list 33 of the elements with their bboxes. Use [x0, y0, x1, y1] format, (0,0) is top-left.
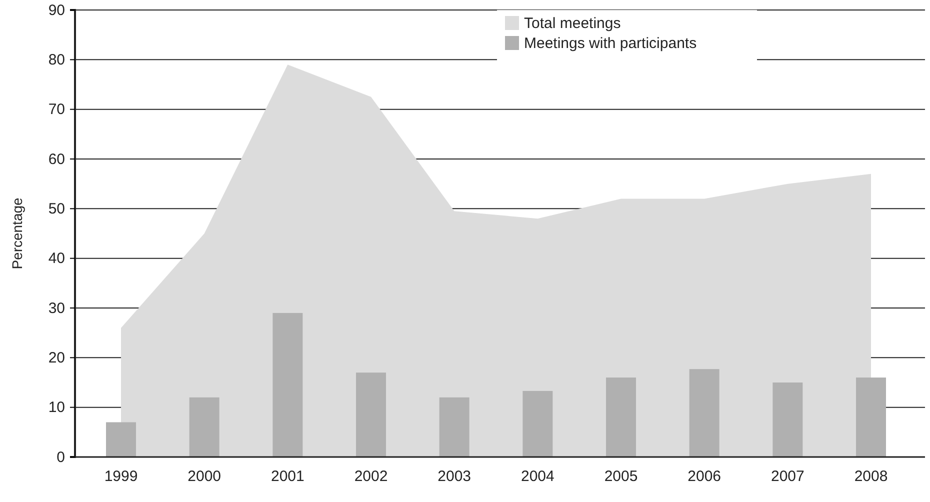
x-tick-label: 2002	[354, 468, 388, 485]
x-tick-label: 2005	[604, 468, 638, 485]
bar	[856, 378, 886, 457]
y-tick-label: 40	[48, 250, 65, 268]
legend-label: Meetings with participants	[524, 35, 697, 52]
x-tick-label: 2003	[438, 468, 472, 485]
y-tick-label: 20	[48, 349, 65, 366]
y-axis-title: Percentage	[9, 197, 25, 270]
bar	[272, 312, 303, 457]
bar	[189, 397, 220, 457]
x-tick-label: 2001	[270, 468, 304, 485]
y-tick-label: 90	[48, 2, 65, 19]
y-tick-label: 80	[48, 51, 65, 68]
bar	[439, 397, 470, 457]
y-tick-label: 60	[48, 150, 65, 168]
x-tick-label: 2006	[688, 468, 722, 485]
bar	[356, 372, 386, 457]
y-tick-label: 0	[56, 448, 65, 466]
y-tick-label: 50	[48, 200, 65, 218]
y-tick-label: 10	[48, 399, 65, 416]
legend-label: Total meetings	[524, 15, 621, 32]
y-tick-label: 30	[48, 300, 65, 317]
x-tick-label: 2008	[854, 468, 888, 485]
x-tick-label: 1999	[104, 468, 138, 485]
x-tick-label: 2007	[770, 468, 804, 485]
x-tick-label: 2000	[188, 468, 222, 485]
bar	[606, 378, 636, 457]
x-tick-label: 2004	[520, 468, 554, 485]
bar	[522, 390, 553, 457]
bar	[772, 382, 803, 457]
bar	[689, 369, 720, 457]
bar	[106, 422, 136, 457]
y-tick-label: 70	[48, 101, 65, 118]
